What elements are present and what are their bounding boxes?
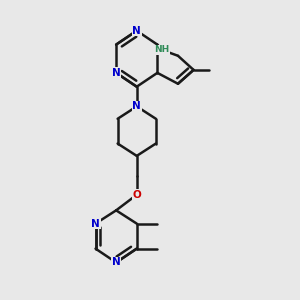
Text: N: N xyxy=(112,68,121,78)
Text: N: N xyxy=(112,257,121,268)
Text: N: N xyxy=(132,101,141,111)
Text: O: O xyxy=(132,190,141,200)
Text: NH: NH xyxy=(154,45,170,54)
Text: N: N xyxy=(132,26,141,36)
Text: N: N xyxy=(91,219,100,229)
